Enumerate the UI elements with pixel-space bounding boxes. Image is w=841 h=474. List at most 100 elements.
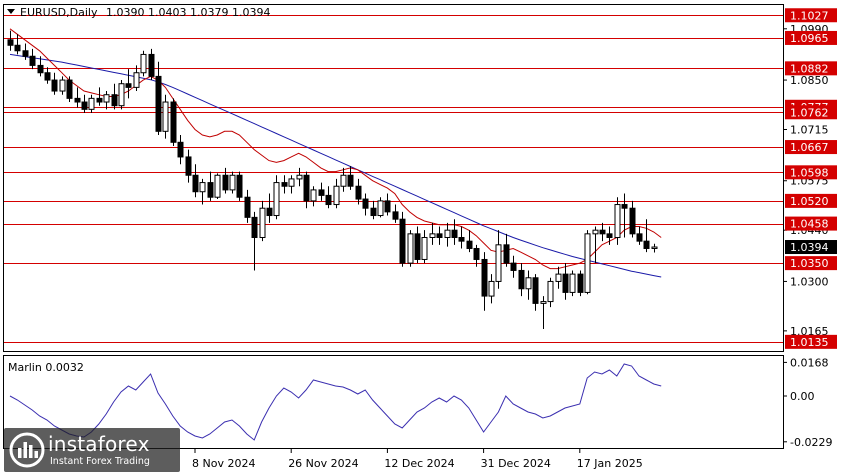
candle[interactable] <box>495 230 502 289</box>
candle[interactable] <box>643 219 650 253</box>
level-label-bg <box>785 140 837 155</box>
price-tick-label: 1.0850 <box>790 74 829 87</box>
candle[interactable] <box>377 197 384 218</box>
candle[interactable] <box>436 226 443 245</box>
candle[interactable] <box>155 61 162 135</box>
candle[interactable] <box>532 274 539 311</box>
candle[interactable] <box>192 164 199 198</box>
candle[interactable] <box>7 30 14 51</box>
candle[interactable] <box>81 94 88 114</box>
candle[interactable] <box>547 277 554 308</box>
candle[interactable] <box>222 167 229 194</box>
candle[interactable] <box>199 178 206 205</box>
candlesticks[interactable] <box>7 30 658 330</box>
candle[interactable] <box>569 270 576 297</box>
candle[interactable] <box>22 43 29 60</box>
candle[interactable] <box>518 263 525 297</box>
candle[interactable] <box>236 171 243 201</box>
candle[interactable] <box>251 211 258 271</box>
candle[interactable] <box>592 226 599 264</box>
candle[interactable] <box>473 244 480 267</box>
candle[interactable] <box>281 175 288 194</box>
candle[interactable] <box>466 230 473 253</box>
candle[interactable] <box>266 193 273 223</box>
candle[interactable] <box>370 200 377 220</box>
candle[interactable] <box>540 296 547 330</box>
candle[interactable] <box>584 230 591 295</box>
candle[interactable] <box>288 175 295 194</box>
candle[interactable] <box>273 175 280 220</box>
candle[interactable] <box>103 91 110 110</box>
candle[interactable] <box>51 72 58 95</box>
candle[interactable] <box>74 87 81 108</box>
candle[interactable] <box>414 226 421 264</box>
bearish-candle-body <box>606 233 613 238</box>
candle[interactable] <box>296 167 303 187</box>
candle[interactable] <box>636 226 643 245</box>
candle[interactable] <box>111 83 118 110</box>
candle[interactable] <box>355 178 362 205</box>
candle[interactable] <box>421 230 428 264</box>
candle[interactable] <box>599 222 606 242</box>
level-label-bg <box>785 193 837 208</box>
candle[interactable] <box>399 211 406 267</box>
candle[interactable] <box>606 226 613 245</box>
candle[interactable] <box>96 87 103 106</box>
candle[interactable] <box>525 270 532 300</box>
candle[interactable] <box>340 167 347 192</box>
candle[interactable] <box>44 67 51 84</box>
bullish-candle-body <box>421 236 428 260</box>
candle[interactable] <box>177 134 184 165</box>
candle[interactable] <box>429 222 436 245</box>
candle[interactable] <box>333 178 340 209</box>
candle[interactable] <box>207 171 214 201</box>
candle[interactable] <box>577 270 584 297</box>
candle[interactable] <box>214 173 221 200</box>
candle[interactable] <box>614 197 621 245</box>
candle[interactable] <box>318 182 325 201</box>
candle[interactable] <box>66 76 73 103</box>
candle[interactable] <box>229 171 236 194</box>
candle[interactable] <box>362 193 369 216</box>
candle[interactable] <box>629 200 636 238</box>
candle[interactable] <box>14 34 21 55</box>
level-label-bg <box>785 8 837 23</box>
candle[interactable] <box>185 149 192 183</box>
candle[interactable] <box>162 94 169 139</box>
candle[interactable] <box>481 252 488 311</box>
candle[interactable] <box>392 204 399 223</box>
candle[interactable] <box>621 193 628 238</box>
candle[interactable] <box>444 222 451 247</box>
candle[interactable] <box>347 166 354 190</box>
candle[interactable] <box>244 189 251 223</box>
candle[interactable] <box>88 94 95 114</box>
candle[interactable] <box>503 233 510 267</box>
candle[interactable] <box>140 50 147 77</box>
candle[interactable] <box>510 255 517 278</box>
candle[interactable] <box>37 56 44 77</box>
candle[interactable] <box>310 186 317 207</box>
bearish-candle-body <box>81 101 88 110</box>
candle[interactable] <box>562 263 569 300</box>
candle[interactable] <box>148 48 155 81</box>
candle[interactable] <box>451 219 458 245</box>
candle[interactable] <box>259 200 266 242</box>
candle[interactable] <box>458 226 465 249</box>
current-price-label: 1.0394 <box>785 240 837 255</box>
candle[interactable] <box>407 230 414 267</box>
candle[interactable] <box>325 186 332 209</box>
bearish-candle-body <box>466 240 473 249</box>
candle[interactable] <box>29 48 36 70</box>
candle[interactable] <box>118 80 125 110</box>
candle[interactable] <box>59 76 66 95</box>
candle[interactable] <box>555 266 562 289</box>
chart-menu-triangle-icon[interactable] <box>7 9 15 14</box>
candle[interactable] <box>651 243 658 253</box>
candle[interactable] <box>170 98 177 146</box>
candle[interactable] <box>133 65 140 92</box>
candle[interactable] <box>303 171 310 209</box>
candle[interactable] <box>384 193 391 216</box>
candle[interactable] <box>125 69 132 99</box>
candle[interactable] <box>488 274 495 304</box>
